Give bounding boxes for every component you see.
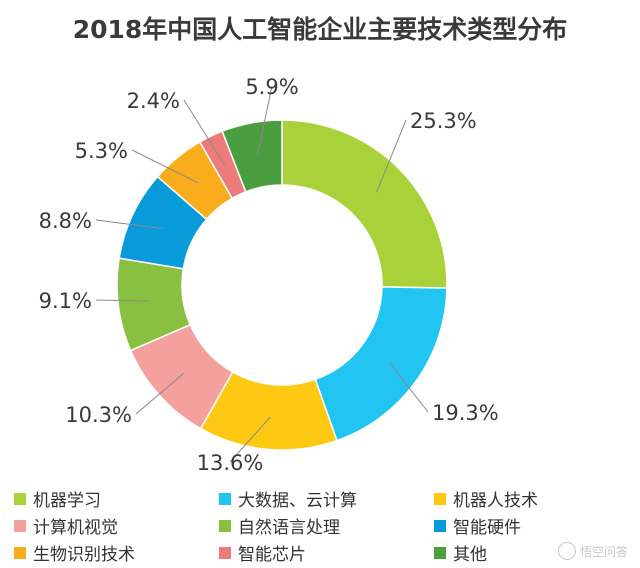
legend-item-9: 其他 — [434, 540, 487, 565]
legend-label: 机器人技术 — [453, 491, 538, 511]
legend-label: 其他 — [453, 545, 487, 565]
leader-line-4 — [135, 373, 184, 415]
legend-label: 智能硬件 — [453, 518, 521, 538]
leader-line-9 — [257, 85, 273, 155]
legend-item-6: 智能硬件 — [434, 513, 521, 538]
data-label-8: 2.4% — [127, 89, 180, 113]
wukong-logo-icon — [557, 542, 576, 560]
leader-line-1 — [376, 119, 407, 193]
data-label-9: 5.9% — [245, 75, 298, 99]
watermark-text: 悟空问答 — [579, 544, 628, 559]
legend-swatch — [14, 546, 26, 559]
slice-9 — [221, 119, 283, 193]
legend-item-3: 机器人技术 — [434, 486, 538, 511]
legend-label: 计算机视觉 — [33, 518, 118, 538]
leader-lines — [95, 85, 429, 463]
legend-item-2: 大数据、云计算 — [219, 486, 357, 511]
legend-swatch — [14, 519, 26, 532]
legend-item-5: 自然语言处理 — [219, 513, 340, 538]
data-label-5: 9.1% — [39, 289, 92, 313]
data-label-1: 25.3% — [410, 109, 477, 133]
watermark: 悟空问答 — [557, 542, 628, 560]
leader-line-6 — [95, 219, 163, 230]
legend-swatch — [14, 492, 26, 505]
legend-label: 大数据、云计算 — [238, 491, 357, 511]
slice-2 — [314, 286, 448, 442]
legend-item-8: 智能芯片 — [219, 540, 306, 565]
leader-line-8 — [183, 99, 226, 166]
data-label-6: 8.8% — [39, 209, 92, 233]
chart-slices — [116, 119, 448, 451]
legend-label: 生物识别技术 — [33, 545, 135, 565]
data-label-7: 5.3% — [75, 139, 128, 163]
legend-swatch — [434, 519, 446, 532]
legend-swatch — [219, 519, 231, 532]
donut-chart: 25.3% 19.3% 13.6% 10.3% 9.1% 8.8% 5.3% 2.4% 5.9% — [39, 75, 499, 475]
chart-title: 2018年中国人工智能企业主要技术类型分布 — [72, 15, 568, 44]
legend-item-7: 生物识别技术 — [14, 540, 135, 565]
legend-swatch — [434, 546, 446, 559]
data-label-3: 13.6% — [197, 451, 264, 475]
leader-line-2 — [389, 362, 429, 413]
data-label-2: 19.3% — [432, 401, 499, 425]
data-labels: 25.3% 19.3% 13.6% 10.3% 9.1% 8.8% 5.3% 2.4% 5.9% — [39, 75, 499, 475]
legend-swatch — [434, 492, 446, 505]
leader-line-7 — [131, 149, 199, 184]
legend-swatch — [219, 492, 231, 505]
legend-item-1: 机器学习 — [14, 486, 101, 511]
leader-line-5 — [95, 299, 151, 302]
data-label-4: 10.3% — [65, 403, 132, 427]
legend-label: 机器学习 — [33, 491, 101, 511]
legend-label: 自然语言处理 — [238, 518, 340, 538]
legend-swatch — [219, 546, 231, 559]
legend-item-4: 计算机视觉 — [14, 513, 118, 538]
legend-label: 智能芯片 — [238, 545, 306, 565]
slice-1 — [281, 119, 448, 289]
leader-line-3 — [229, 416, 271, 463]
